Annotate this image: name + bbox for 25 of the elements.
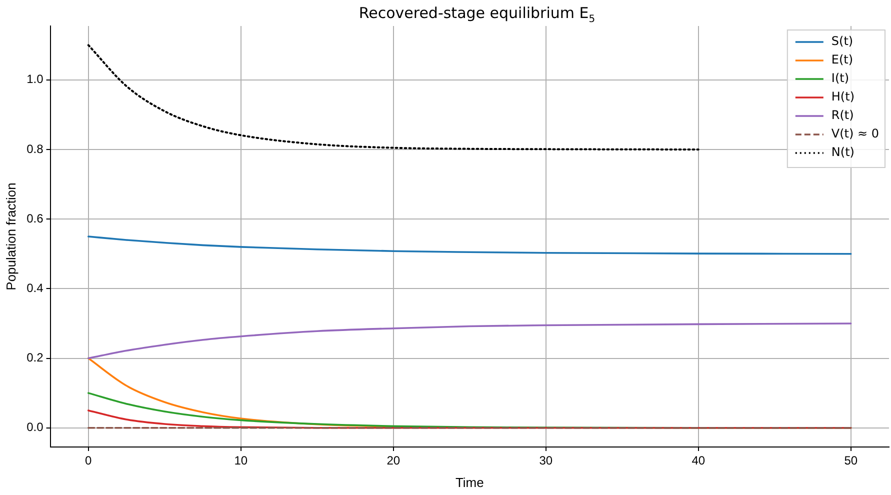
y-tick-label: 0.2 — [26, 350, 44, 365]
chart-title: Recovered-stage equilibrium E$_{5}$ — [358, 4, 596, 25]
x-tick-label: 0 — [85, 454, 92, 468]
legend-label: S(t) — [831, 34, 854, 48]
x-tick-label: 30 — [539, 454, 553, 468]
line-series — [87, 44, 700, 151]
legend-label: H(t) — [831, 90, 854, 104]
y-axis-title: Population fraction — [3, 182, 18, 290]
y-tick-label: 0.8 — [26, 142, 44, 156]
y-tick-label: 0.4 — [26, 281, 44, 296]
legend-label: N(t) — [831, 145, 854, 160]
x-axis-title: Time — [455, 474, 484, 490]
y-tick-label: 0.0 — [26, 420, 44, 434]
x-tick-label: 50 — [844, 454, 858, 468]
legend-label: E(t) — [831, 52, 854, 67]
legend-label: I(t) — [831, 71, 850, 86]
line-series — [88, 322, 852, 360]
legend-label: R(t) — [831, 108, 854, 122]
x-tick-label: 40 — [692, 454, 706, 468]
line-series — [88, 236, 852, 255]
x-tick-label: 20 — [386, 454, 400, 468]
x-tick-label: 10 — [234, 454, 248, 468]
y-tick-label: 1.0 — [26, 72, 44, 86]
y-tick-label: 0.6 — [26, 211, 44, 226]
legend-label: V(t) ≈ 0 — [831, 126, 880, 141]
